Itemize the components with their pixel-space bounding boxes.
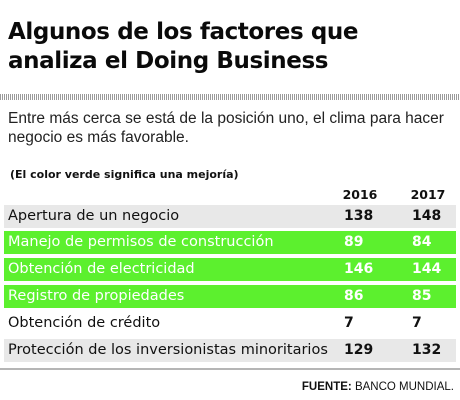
title-divider (0, 94, 460, 100)
source-text: BANCO MUNDIAL. (351, 381, 454, 393)
table-row: Protección de los inversionistas minorit… (4, 339, 456, 362)
table-row: Obtención de electricidad 146 144 (4, 258, 456, 281)
intro-text: Entre más cerca se está de la posición u… (8, 110, 444, 146)
value-2017: 7 (412, 315, 422, 331)
row-label: Registro de propiedades (8, 288, 185, 304)
source-label: FUENTE: (301, 381, 352, 393)
value-2016: 138 (344, 208, 374, 224)
value-2016: 89 (344, 234, 364, 250)
value-2017: 132 (412, 342, 442, 358)
value-2016: 129 (344, 342, 374, 358)
legend-note: (El color verde significa una mejoría) (10, 168, 239, 181)
value-2017: 84 (412, 234, 432, 250)
row-label: Protección de los inversionistas minorit… (8, 342, 328, 358)
value-2016: 146 (344, 261, 374, 277)
page-title: Algunos de los factores que analiza el D… (8, 19, 359, 74)
table-row: Obtención de crédito 7 7 (4, 312, 456, 335)
column-header-2016: 2016 (342, 187, 378, 202)
value-2016: 7 (344, 315, 354, 331)
value-2017: 148 (412, 208, 442, 224)
column-header-2017: 2017 (410, 187, 446, 202)
row-label: Obtención de electricidad (8, 261, 195, 277)
value-2016: 86 (344, 288, 364, 304)
table-row: Apertura de un negocio 138 148 (4, 205, 456, 228)
row-label: Obtención de crédito (8, 315, 161, 331)
table-row: Manejo de permisos de construcción 89 84 (4, 231, 456, 254)
bottom-divider (0, 368, 460, 370)
value-2017: 85 (412, 288, 432, 304)
source-credit: FUENTE: BANCO MUNDIAL. (302, 381, 454, 393)
row-label: Manejo de permisos de construcción (8, 234, 274, 250)
table-row: Registro de propiedades 86 85 (4, 285, 456, 308)
row-label: Apertura de un negocio (8, 208, 180, 224)
value-2017: 144 (412, 261, 442, 277)
